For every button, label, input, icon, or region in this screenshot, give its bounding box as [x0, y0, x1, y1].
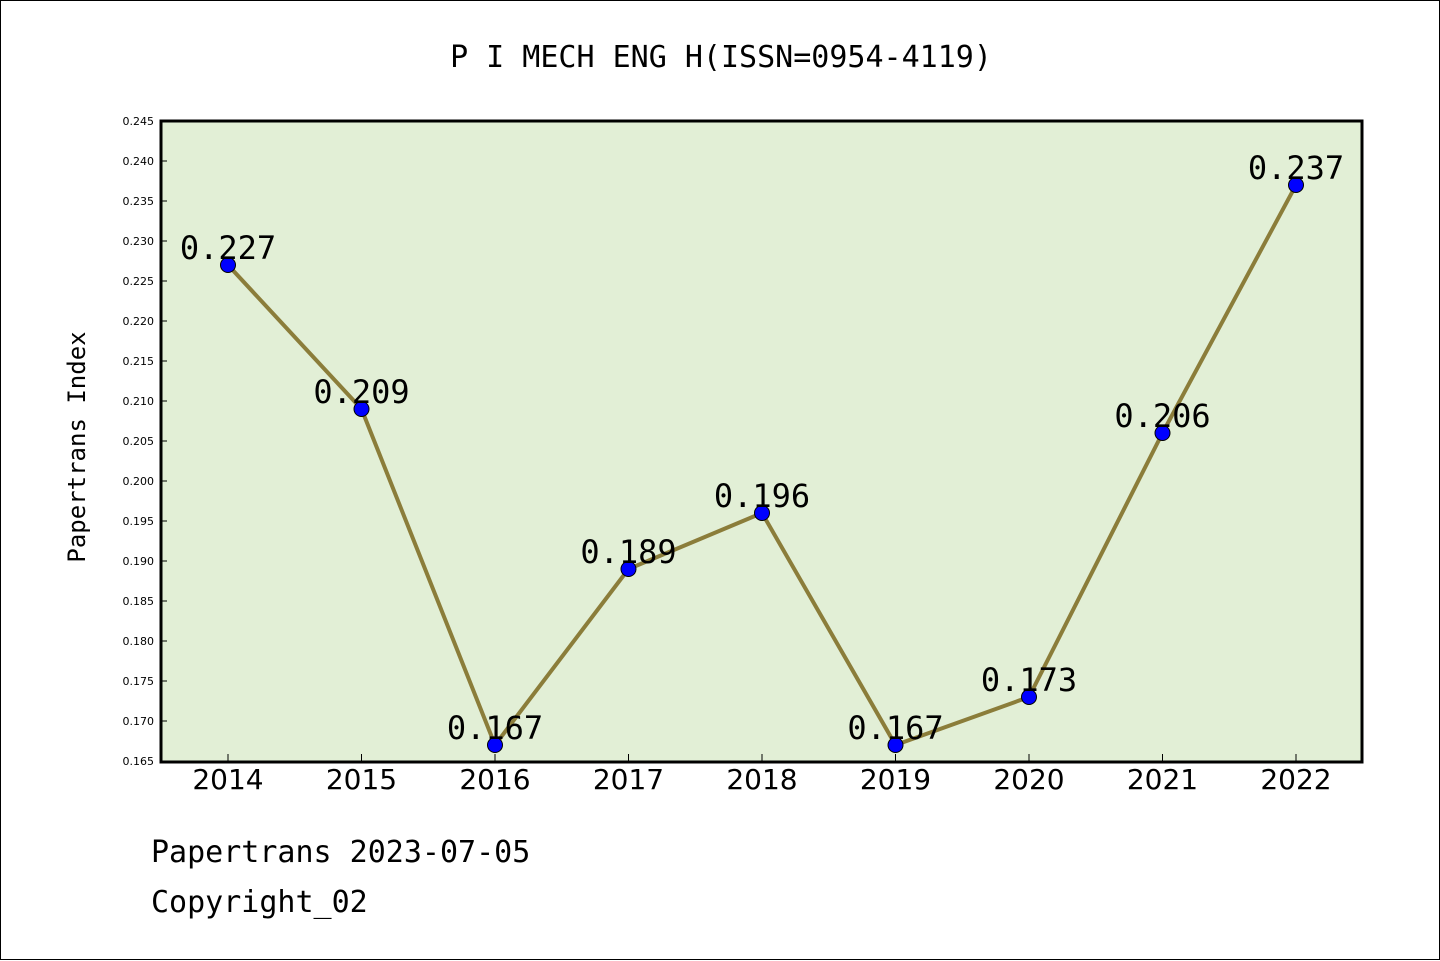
- y-tick-label: 0.165: [123, 755, 155, 768]
- data-label: 0.173: [981, 661, 1077, 699]
- data-point: [754, 505, 770, 521]
- y-axis: 0.165 0.170 0.175 0.180 0.185 0.190 0.195 0.200…: [123, 115, 167, 768]
- y-tick-label: 0.245: [123, 115, 155, 128]
- y-tick-label: 0.195: [123, 515, 155, 528]
- data-point: [620, 561, 637, 577]
- x-tick-label: 2020: [993, 763, 1064, 796]
- x-tick-label: 2016: [459, 763, 530, 796]
- data-label: 0.196: [714, 477, 810, 515]
- y-tick-label: 0.185: [123, 595, 155, 608]
- data-labels: 0.227 0.209 0.167 0.189 0.196 0.167 0.173 0.206…: [180, 149, 1344, 747]
- x-tick-label: 2015: [326, 763, 397, 796]
- x-tick-label: 2018: [726, 763, 797, 796]
- y-tick-label: 0.180: [123, 635, 155, 648]
- x-tick-label: 2014: [192, 763, 263, 796]
- y-tick-label: 0.235: [123, 195, 155, 208]
- x-tick-label: 2021: [1127, 763, 1198, 796]
- y-tick-label: 0.225: [123, 275, 155, 288]
- data-point: [1021, 689, 1037, 705]
- x-tick-label: 2017: [593, 763, 664, 796]
- plot-area: [159, 119, 1364, 764]
- data-point: [353, 401, 370, 417]
- y-tick-label: 0.205: [123, 435, 155, 448]
- data-point: [220, 257, 236, 273]
- data-label: 0.206: [1114, 397, 1210, 435]
- x-axis: 2014 2015 2016 2017 2018 2019 2020 2021 2022: [192, 754, 1332, 796]
- data-label: 0.227: [180, 229, 276, 267]
- x-tick-label: 2019: [860, 763, 931, 796]
- data-point: [1288, 177, 1304, 193]
- y-tick-label: 0.220: [123, 315, 155, 328]
- chart-title: P I MECH ENG H(ISSN=0954-4119): [450, 40, 992, 75]
- data-point: [487, 737, 503, 753]
- y-tick-label: 0.230: [123, 235, 155, 248]
- y-axis-label: Papertrans Index: [63, 331, 91, 562]
- data-point: [887, 737, 904, 753]
- footer-copyright: Copyright_02: [151, 885, 368, 920]
- y-tick-label: 0.170: [123, 715, 155, 728]
- data-label: 0.189: [580, 533, 676, 571]
- footer-date: Papertrans 2023-07-05: [151, 835, 531, 870]
- data-label: 0.167: [847, 709, 943, 747]
- y-tick-label: 0.210: [123, 395, 155, 408]
- data-point: [1154, 425, 1171, 441]
- data-points: [220, 177, 1304, 753]
- data-label: 0.209: [313, 373, 409, 411]
- y-tick-label: 0.240: [123, 155, 155, 168]
- y-tick-label: 0.190: [123, 555, 155, 568]
- y-tick-label: 0.200: [123, 475, 155, 488]
- y-tick-label: 0.215: [123, 355, 155, 368]
- y-tick-label: 0.175: [123, 675, 155, 688]
- data-label: 0.237: [1248, 149, 1344, 187]
- x-tick-label: 2022: [1260, 763, 1331, 796]
- data-label: 0.167: [447, 709, 543, 747]
